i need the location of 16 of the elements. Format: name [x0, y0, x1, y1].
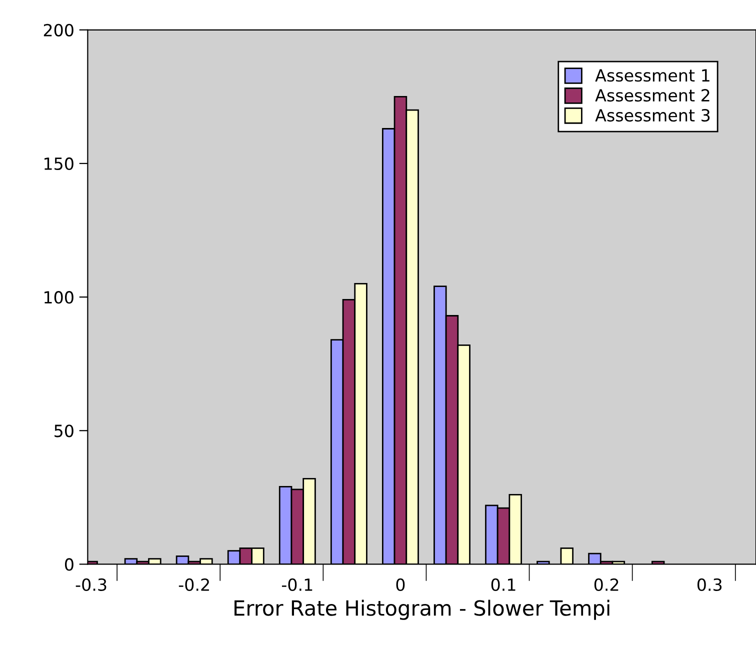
y-tick-label: 0: [64, 558, 74, 571]
x-tick-label: -0.2: [178, 578, 209, 591]
y-tick-label: 100: [44, 291, 74, 304]
x-tick-label: 0.1: [491, 578, 516, 591]
y-tick-label: 150: [44, 157, 74, 170]
legend-label: Assessment 3: [595, 109, 710, 122]
legend-label: Assessment 2: [595, 89, 710, 102]
x-axis-title: Error Rate Histogram - Slower Tempi: [234, 600, 610, 620]
x-tick-label: 0: [396, 578, 405, 591]
x-tick-label: -0.1: [282, 578, 312, 591]
y-tick-label: 200: [44, 24, 74, 36]
x-tick-label: -0.3: [76, 578, 106, 591]
y-tick-label: 50: [54, 424, 74, 438]
x-tick-label: 0.2: [594, 578, 618, 591]
legend-label: Assessment 1: [595, 69, 710, 82]
x-tick-label: 0.3: [697, 578, 722, 591]
